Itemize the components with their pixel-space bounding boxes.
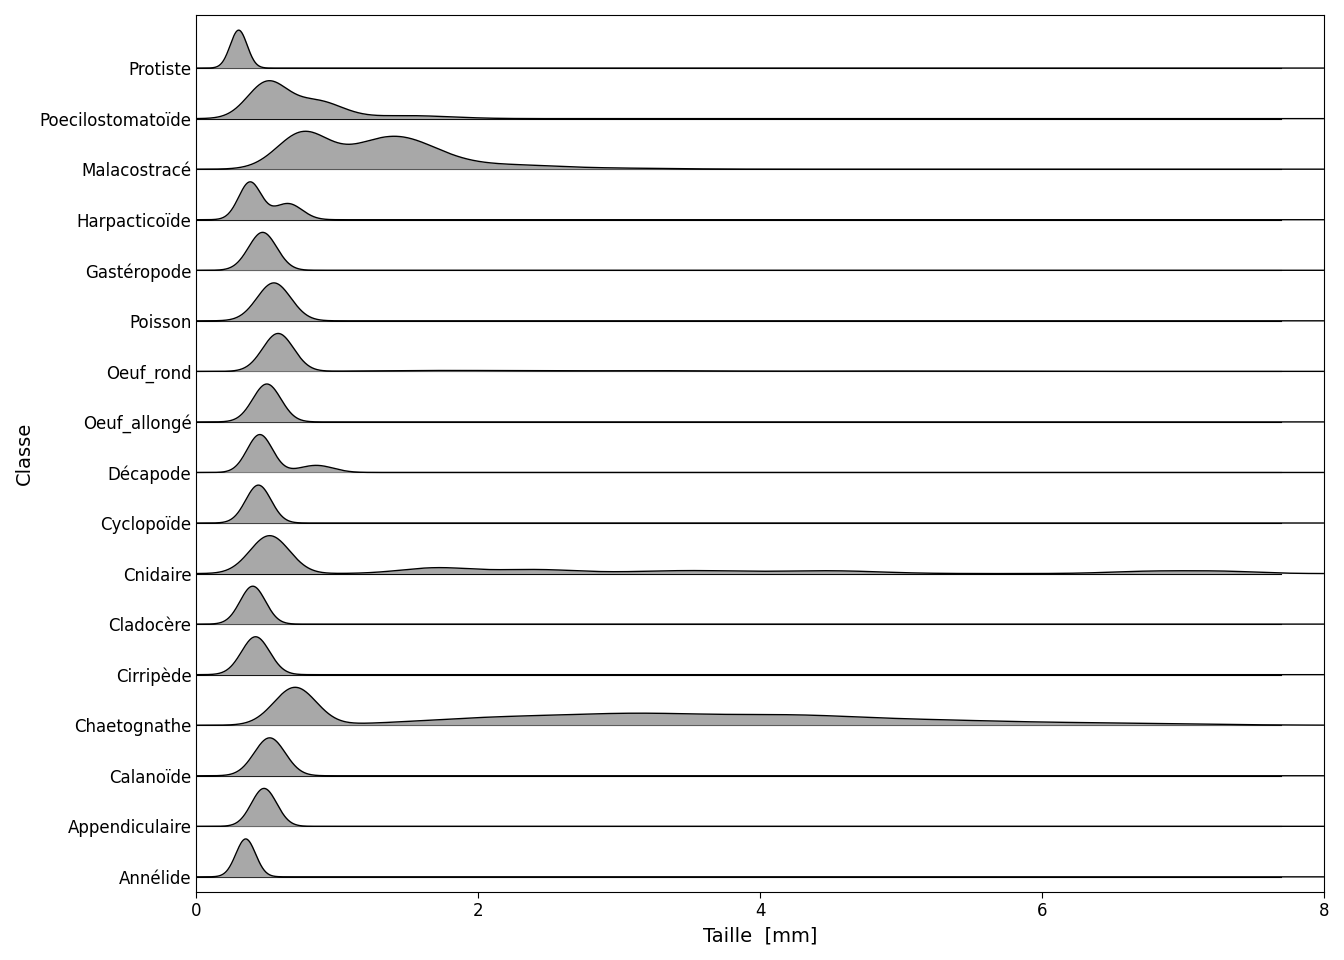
X-axis label: Taille  [mm]: Taille [mm]: [703, 926, 817, 945]
Y-axis label: Classe: Classe: [15, 421, 34, 485]
